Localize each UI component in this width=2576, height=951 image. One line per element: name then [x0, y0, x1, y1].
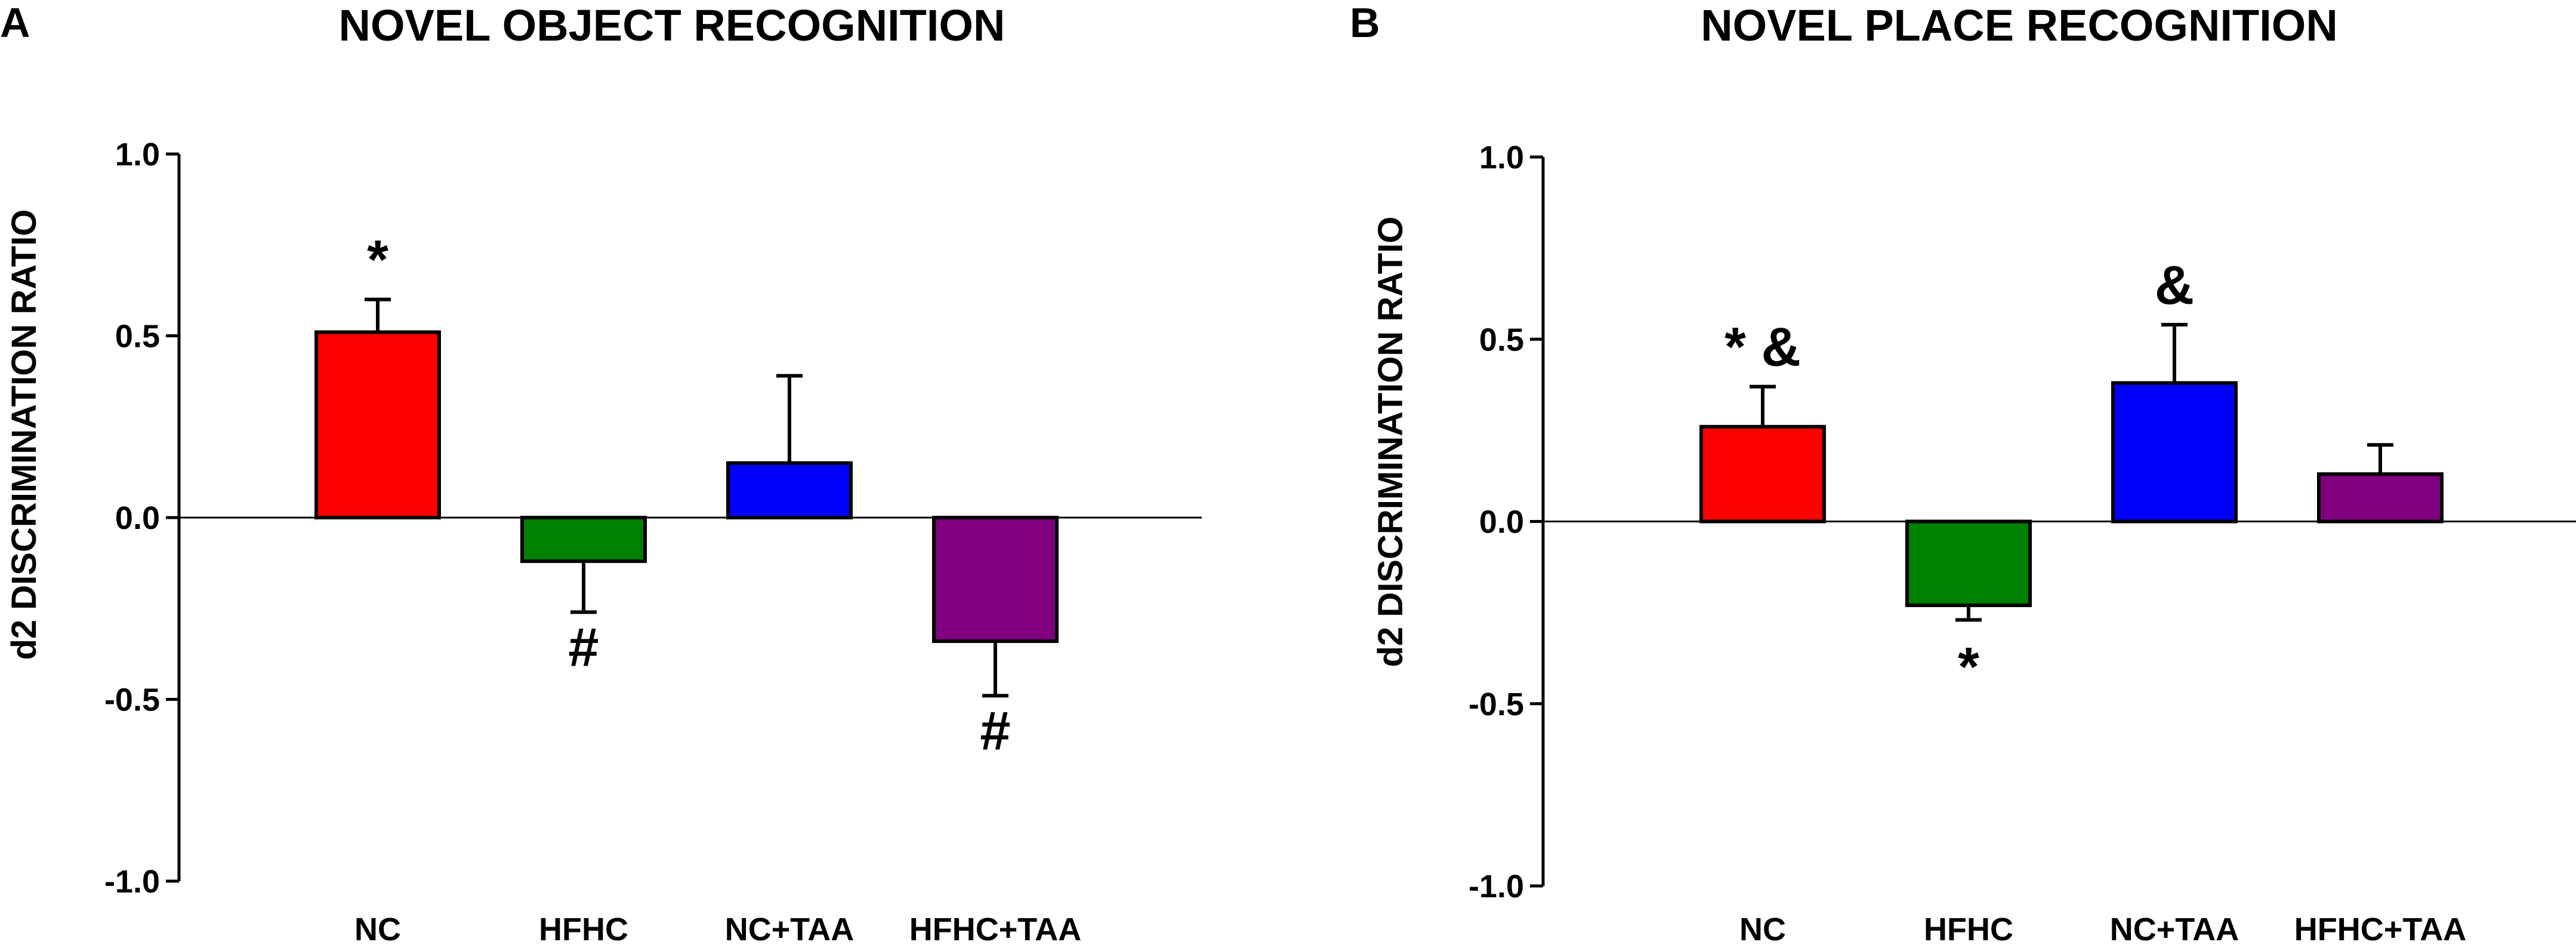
panel-a-letter: A — [0, 0, 30, 46]
panel-b-bar — [1699, 424, 1826, 524]
panel-b-category-label: NC+TAA — [2110, 912, 2239, 947]
panel-a-novel-object-recognition: A NOVEL OBJECT RECOGNITION d2 DISCRIMINA… — [0, 0, 1202, 947]
panel-b-letter: B — [1350, 0, 1380, 46]
panel-a-y-tick-label: 0.5 — [115, 319, 160, 355]
panel-a-bar — [520, 516, 647, 564]
panel-b-novel-place-recognition: B NOVEL PLACE RECOGNITION d2 DISCRIMINAT… — [1350, 0, 2576, 947]
panel-b-bar — [2317, 472, 2444, 524]
panel-a-significance-marker: # — [568, 617, 599, 678]
panel-b-category-label: HFHC — [1924, 912, 2013, 947]
panel-a-category-label: NC+TAA — [725, 912, 854, 947]
panel-b-y-axis-title: d2 DISCRIMINATION RATIO — [1371, 216, 1410, 667]
panel-a-plot-area: 1.0 0.5 0.0 -0.5 -1.0 * NC # HFHC NC+TAA # HFHC+TAA — [104, 137, 1202, 947]
panel-a-bar — [726, 461, 853, 520]
panel-a-y-axis-title: d2 DISCRIMINATION RATIO — [5, 209, 44, 660]
panel-b-category-label: HFHC+TAA — [2294, 912, 2466, 947]
panel-b-significance-marker: * — [1958, 636, 1979, 697]
panel-b-y-tick-label: -0.5 — [1469, 687, 1524, 722]
panel-b-y-tick-label: 1.0 — [1479, 140, 1524, 176]
panel-a-bar — [932, 516, 1059, 644]
panel-a-bar — [314, 330, 441, 519]
panel-b-category-label: NC — [1739, 912, 1786, 947]
panel-b-bar — [1905, 519, 2032, 607]
panel-a-y-tick-label: 0.0 — [115, 500, 160, 536]
panel-a-category-label: HFHC — [539, 912, 628, 947]
panel-a-y-tick-label: 1.0 — [115, 137, 160, 173]
panel-a-y-tick-label: -1.0 — [104, 864, 160, 900]
panel-a-category-label: NC — [354, 912, 401, 947]
panel-b-y-tick-label: 0.5 — [1479, 322, 1524, 358]
panel-b-y-tick-label: -1.0 — [1469, 869, 1524, 904]
panel-b-title: NOVEL PLACE RECOGNITION — [1701, 1, 2338, 50]
panel-b-y-tick-label: 0.0 — [1479, 504, 1524, 540]
panel-a-significance-marker: * — [367, 230, 388, 291]
panel-b-bar — [2111, 381, 2238, 524]
panel-a-significance-marker: # — [980, 700, 1010, 761]
panel-b-significance-marker: * & — [1724, 317, 1801, 378]
panel-a-category-label: HFHC+TAA — [909, 912, 1081, 947]
panel-b-plot-area: 1.0 0.5 0.0 -0.5 -1.0 * & NC * HFHC & NC+TAA HFHC+T… — [1469, 140, 2576, 947]
panel-a-title: NOVEL OBJECT RECOGNITION — [339, 1, 1005, 50]
panel-a-y-tick-label: -0.5 — [104, 682, 160, 718]
panel-b-significance-marker: & — [2155, 255, 2194, 316]
